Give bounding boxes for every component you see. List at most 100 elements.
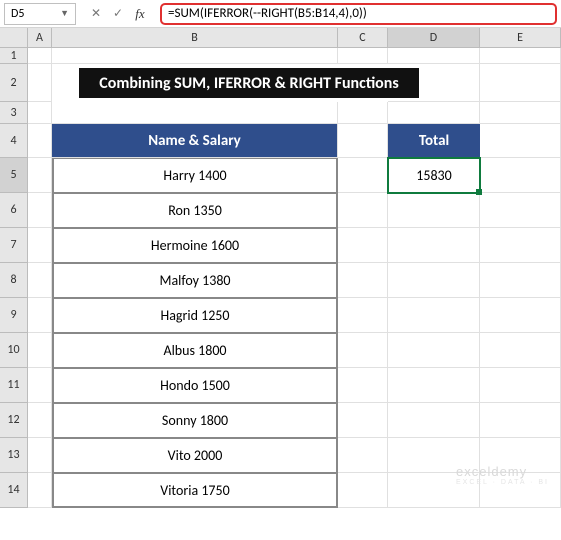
cell[interactable] <box>388 333 480 368</box>
cell[interactable] <box>338 473 388 508</box>
page-title: Combining SUM, IFERROR & RIGHT Functions <box>79 68 419 98</box>
row-header[interactable]: 10 <box>0 333 28 368</box>
row-header[interactable]: 11 <box>0 368 28 403</box>
row-header[interactable]: 8 <box>0 263 28 298</box>
cell[interactable] <box>480 403 561 438</box>
cell[interactable] <box>28 158 52 193</box>
cell[interactable] <box>338 102 388 124</box>
cell[interactable] <box>480 368 561 403</box>
table-row: 2 Combining SUM, IFERROR & RIGHT Functio… <box>0 64 561 102</box>
cell[interactable] <box>338 403 388 438</box>
col-header-a[interactable]: A <box>28 28 52 47</box>
data-cell[interactable]: Hondo 1500 <box>52 368 338 403</box>
cell[interactable] <box>388 48 480 64</box>
cancel-icon[interactable]: ✕ <box>86 4 106 24</box>
cell[interactable] <box>28 228 52 263</box>
row-header[interactable]: 5 <box>0 158 28 193</box>
row-header[interactable]: 1 <box>0 48 28 64</box>
cell[interactable] <box>480 48 561 64</box>
data-cell[interactable]: Albus 1800 <box>52 333 338 368</box>
row-header[interactable]: 4 <box>0 124 28 158</box>
fx-icon[interactable]: fx <box>130 4 150 24</box>
cell[interactable] <box>338 368 388 403</box>
col-header-b[interactable]: B <box>52 28 338 47</box>
watermark: exceldemy EXCEL · DATA · BI <box>456 464 549 486</box>
cell[interactable] <box>388 228 480 263</box>
cell[interactable] <box>388 193 480 228</box>
cell[interactable] <box>338 124 388 158</box>
col-header-d[interactable]: D <box>388 28 480 47</box>
cell[interactable] <box>28 102 52 124</box>
cell[interactable] <box>480 124 561 158</box>
formula-input[interactable]: =SUM(IFERROR(--RIGHT(B5:B14,4),0)) <box>160 3 557 25</box>
row-header[interactable]: 14 <box>0 473 28 508</box>
cell[interactable] <box>28 473 52 508</box>
cell[interactable] <box>28 124 52 158</box>
cell[interactable] <box>28 48 52 64</box>
row-header[interactable]: 13 <box>0 438 28 473</box>
cell[interactable] <box>388 403 480 438</box>
col-header-e[interactable]: E <box>480 28 561 47</box>
cell[interactable] <box>480 102 561 124</box>
data-cell[interactable]: Malfoy 1380 <box>52 263 338 298</box>
name-salary-header[interactable]: Name & Salary <box>52 124 338 158</box>
cell[interactable] <box>480 64 561 102</box>
fill-handle[interactable] <box>476 189 482 195</box>
row-header[interactable]: 9 <box>0 298 28 333</box>
row-header[interactable]: 2 <box>0 64 28 102</box>
formula-bar: D5 ▼ ✕ ✓ fx =SUM(IFERROR(--RIGHT(B5:B14,… <box>0 0 561 28</box>
cell[interactable] <box>480 158 561 193</box>
cell[interactable] <box>388 102 480 124</box>
cell[interactable] <box>388 298 480 333</box>
cell[interactable] <box>338 193 388 228</box>
enter-icon[interactable]: ✓ <box>108 4 128 24</box>
cell[interactable] <box>28 333 52 368</box>
cell[interactable] <box>28 403 52 438</box>
cell[interactable] <box>338 298 388 333</box>
cell[interactable] <box>388 263 480 298</box>
row-header[interactable]: 12 <box>0 403 28 438</box>
data-cell[interactable]: Ron 1350 <box>52 193 338 228</box>
cell[interactable] <box>28 193 52 228</box>
cell[interactable] <box>480 263 561 298</box>
data-cell[interactable]: Hermoine 1600 <box>52 228 338 263</box>
table-row: 1 <box>0 48 561 64</box>
cell[interactable] <box>28 298 52 333</box>
data-cell[interactable]: Vito 2000 <box>52 438 338 473</box>
total-header[interactable]: Total <box>388 124 480 158</box>
cell[interactable] <box>338 228 388 263</box>
data-cell[interactable]: Vitoria 1750 <box>52 473 338 508</box>
cell[interactable] <box>338 48 388 64</box>
row-header[interactable]: 7 <box>0 228 28 263</box>
cell[interactable] <box>28 368 52 403</box>
table-row: 12 Sonny 1800 <box>0 403 561 438</box>
cell[interactable] <box>480 193 561 228</box>
cell[interactable] <box>52 102 338 124</box>
cell[interactable] <box>338 263 388 298</box>
cell[interactable] <box>28 64 52 102</box>
cell[interactable] <box>28 263 52 298</box>
data-cell[interactable]: Harry 1400 <box>52 158 338 193</box>
row-header[interactable]: 6 <box>0 193 28 228</box>
cell[interactable] <box>338 438 388 473</box>
row-header[interactable]: 3 <box>0 102 28 124</box>
cell[interactable] <box>480 228 561 263</box>
select-all-corner[interactable] <box>0 28 28 47</box>
cell[interactable] <box>480 333 561 368</box>
data-cell[interactable]: Hagrid 1250 <box>52 298 338 333</box>
cell[interactable] <box>388 368 480 403</box>
name-box-value: D5 <box>11 7 24 21</box>
cell[interactable] <box>338 158 388 193</box>
name-box[interactable]: D5 ▼ <box>4 3 76 25</box>
total-cell[interactable]: 15830 <box>388 158 480 193</box>
cell[interactable] <box>52 48 338 64</box>
table-row: 4 Name & Salary Total <box>0 124 561 158</box>
title-text: Combining SUM, IFERROR & RIGHT Functions <box>99 74 399 93</box>
col-header-c[interactable]: C <box>338 28 388 47</box>
data-cell[interactable]: Sonny 1800 <box>52 403 338 438</box>
spreadsheet-grid: A B C D E 1 2 Combining SUM, IFERROR & R… <box>0 28 561 508</box>
chevron-down-icon[interactable]: ▼ <box>60 8 69 19</box>
cell[interactable] <box>338 333 388 368</box>
cell[interactable] <box>480 298 561 333</box>
cell[interactable] <box>28 438 52 473</box>
